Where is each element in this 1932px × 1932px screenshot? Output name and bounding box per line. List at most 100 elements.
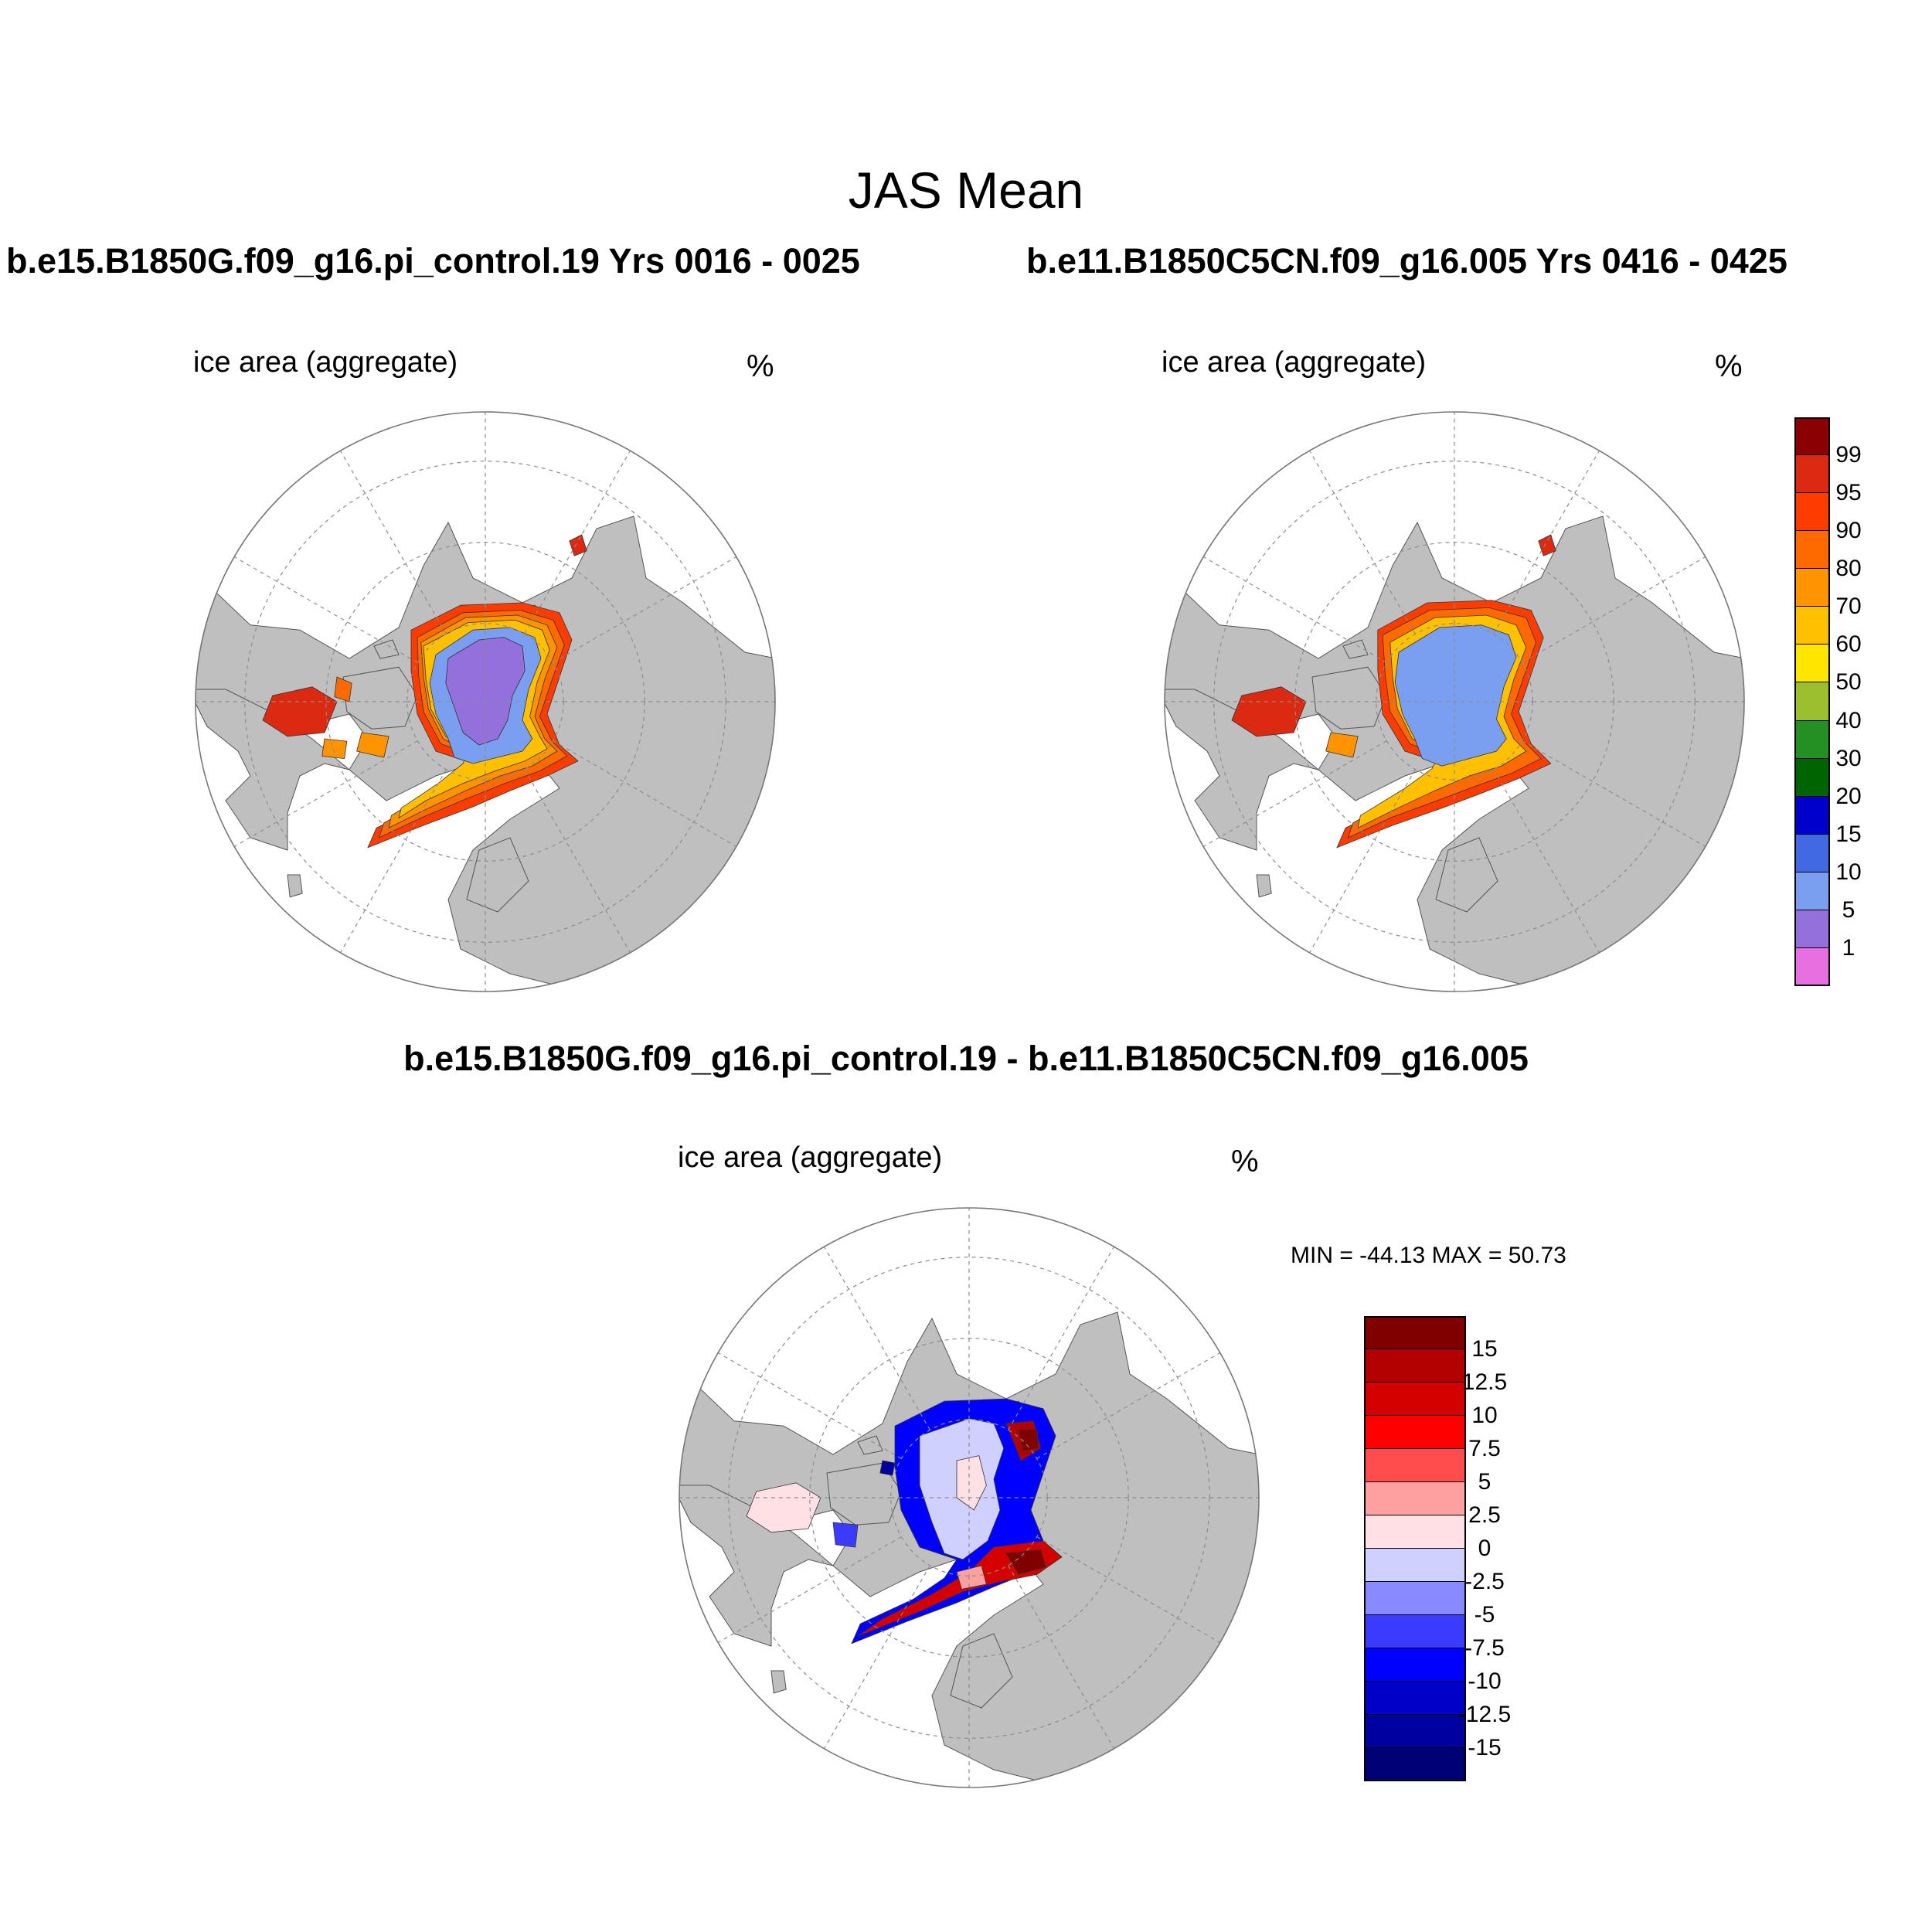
colorbar-cell: [1364, 1416, 1466, 1449]
colorbar-cell: [1364, 1449, 1466, 1482]
difference-colorbar: 15 12.5 10 7.5 5 2.5 0 -2.5 -5 -7.5 -10 -12.5 -15: [1364, 1316, 1511, 1781]
colorbar-cell: [1364, 1316, 1466, 1349]
colorbar-cell: [1364, 1715, 1466, 1748]
colorbar-tick-label: 50: [1835, 669, 1862, 696]
diff-variable-label: ice area (aggregate): [678, 1141, 943, 1174]
colorbar-cell: [1364, 1615, 1466, 1648]
land-mass-8: [1256, 874, 1272, 898]
map-border: [1164, 411, 1745, 992]
case-left-title: b.e15.B1850G.f09_g16.pi_control.19 Yrs 0…: [6, 241, 860, 281]
ice-field-7: [956, 1565, 987, 1590]
land-mass-5: [1342, 639, 1369, 659]
ice-field-6: [1005, 1549, 1046, 1575]
colorbar-tick-label: 5: [1478, 1469, 1492, 1495]
land-mass-8: [770, 1670, 787, 1694]
colorbar-tick-label: 80: [1835, 556, 1862, 582]
colorbar-cell: [1794, 493, 1830, 532]
map-diff: [679, 1207, 1260, 1788]
colorbar-cell: [1794, 872, 1830, 910]
map-left: [195, 411, 776, 992]
colorbar-frame: [1364, 1316, 1466, 1781]
land-mass-8: [287, 874, 303, 898]
colorbar-cell: [1794, 910, 1830, 948]
ice-field-6: [1325, 732, 1359, 758]
colorbar-cell: [1794, 531, 1830, 570]
ice-field-6: [262, 686, 338, 737]
colorbar-tick-label: -5: [1474, 1602, 1495, 1628]
colorbar-cell: [1794, 720, 1830, 759]
colorbar-cell: [1364, 1515, 1466, 1549]
colorbar-tick-label: 90: [1835, 518, 1862, 544]
colorbar-tick-label: 0: [1478, 1536, 1492, 1561]
colorbar-tick-label: -15: [1468, 1735, 1502, 1760]
colorbar-cell: [1794, 947, 1830, 986]
land-mass-5: [857, 1435, 883, 1455]
diff-units-label: %: [1231, 1145, 1259, 1179]
colorbar-tick-label: 7.5: [1468, 1436, 1501, 1461]
figure-title: JAS Mean: [848, 162, 1084, 219]
land-mass-7: [1435, 837, 1498, 913]
colorbar-cell: [1794, 834, 1830, 872]
colorbar-cell: [1794, 417, 1830, 456]
colorbar-tick-label: 60: [1835, 631, 1862, 658]
colorbar-tick-label: -2.5: [1464, 1569, 1505, 1594]
colorbar-tick-label: 99: [1835, 442, 1862, 468]
colorbar-tick-label: 1: [1842, 934, 1855, 961]
colorbar-tick-label: -12.5: [1458, 1702, 1512, 1727]
colorbar-tick-label: 12.5: [1461, 1369, 1508, 1395]
graticule: [1165, 412, 1744, 992]
colorbar-frame: [1794, 417, 1830, 986]
colorbar-tick-label: 70: [1835, 594, 1862, 620]
ice-field-4: [1231, 686, 1307, 737]
case-right-title: b.e11.B1850C5CN.f09_g16.005 Yrs 0416 - 0…: [1026, 241, 1787, 281]
ice-field-3: [1394, 624, 1517, 767]
colorbar-cell: [1364, 1383, 1466, 1416]
land-mass-2: [1311, 666, 1387, 730]
difference-title: b.e15.B1850G.f09_g16.pi_control.19 - b.e…: [403, 1039, 1529, 1078]
ice-field-2: [956, 1455, 987, 1511]
colorbar-tick-label: 2.5: [1468, 1502, 1501, 1528]
map-border: [679, 1207, 1260, 1788]
colorbar-tick-label: -7.5: [1464, 1635, 1505, 1661]
graticule: [679, 1208, 1259, 1787]
ice-field-5: [445, 637, 526, 746]
colorbar-tick-label: 5: [1842, 896, 1855, 923]
land-mass-7: [950, 1633, 1013, 1709]
left-units-label: %: [747, 349, 774, 383]
colorbar-cell: [1364, 1682, 1466, 1715]
ice-field-4: [1018, 1429, 1039, 1451]
colorbar-cell: [1794, 796, 1830, 835]
colorbar-tick-label: 15: [1835, 821, 1862, 847]
map-right: [1164, 411, 1745, 992]
colorbar-cell: [1794, 569, 1830, 607]
colorbar-cell: [1364, 1349, 1466, 1383]
ice-field-10: [879, 1460, 896, 1476]
colorbar-cell: [1364, 1549, 1466, 1582]
min-max-label: MIN = -44.13 MAX = 50.73: [1291, 1243, 1566, 1268]
colorbar-tick-label: -10: [1468, 1668, 1502, 1694]
land-mass-2: [342, 666, 418, 730]
ice-field-9: [832, 1522, 859, 1548]
colorbar-tick-label: 95: [1835, 480, 1862, 506]
colorbar-tick-label: 30: [1835, 745, 1862, 771]
right-units-label: %: [1715, 349, 1743, 383]
colorbar-cell: [1794, 758, 1830, 797]
colorbar-cell: [1794, 455, 1830, 494]
colorbar-tick-label: 15: [1471, 1336, 1498, 1362]
ice-field-8: [746, 1482, 821, 1533]
colorbar-tick-label: 40: [1835, 707, 1862, 733]
left-variable-label: ice area (aggregate): [193, 346, 458, 379]
colorbar-tick-label: 20: [1835, 783, 1862, 809]
land-mass-7: [466, 837, 529, 913]
ice-field-10: [321, 738, 348, 760]
ice-colorbar: 99 95 90 80 70 60 50 40 30 20 15 10 5 1: [1794, 417, 1862, 986]
colorbar-cell: [1364, 1482, 1466, 1515]
colorbar-tick-label: 10: [1835, 859, 1862, 885]
colorbar-cell: [1364, 1582, 1466, 1615]
map-border: [195, 411, 776, 992]
ice-field-9: [356, 732, 389, 758]
ice-field-5: [857, 1540, 1063, 1637]
land-mass-5: [373, 639, 400, 659]
graticule: [196, 412, 775, 992]
colorbar-cell: [1794, 645, 1830, 683]
